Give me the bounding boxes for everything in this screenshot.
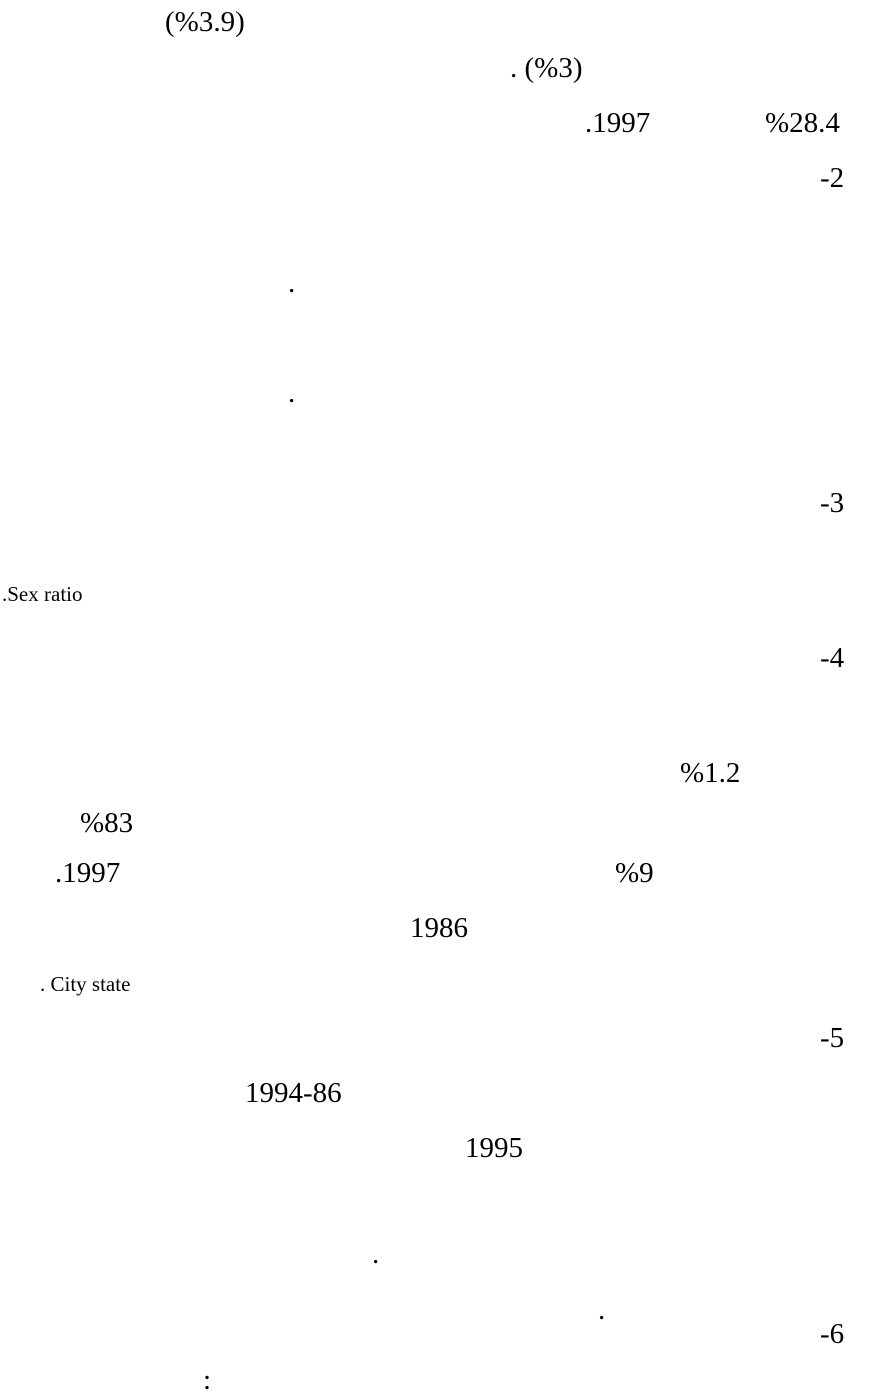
text-fragment: .1997 [585,107,651,139]
text-fragment: : [203,1364,212,1396]
section-number: -6 [820,1318,845,1350]
text-fragment: .Sex ratio [2,582,83,606]
section-number: -2 [820,162,845,194]
text-fragment: %28.4 [765,107,840,139]
section-number: -4 [820,642,845,674]
text-fragment: (%3.9) [165,6,245,38]
text-fragment: . [288,267,296,299]
text-fragment: 1986 [410,912,468,944]
text-fragment: %1.2 [680,757,741,789]
text-fragment: . [288,377,296,409]
text-fragment: %83 [80,807,134,839]
text-fragment: 1995 [465,1132,523,1164]
text-fragment: . City state [40,972,131,996]
text-fragment: . (%3) [510,52,583,84]
text-fragment: .1997 [55,857,121,889]
section-number: -3 [820,487,845,519]
text-fragment: . [598,1294,606,1326]
text-fragment: %9 [615,857,654,889]
text-fragment: . [372,1238,380,1270]
text-fragment: 1994-86 [245,1077,342,1109]
section-number: -5 [820,1022,845,1054]
